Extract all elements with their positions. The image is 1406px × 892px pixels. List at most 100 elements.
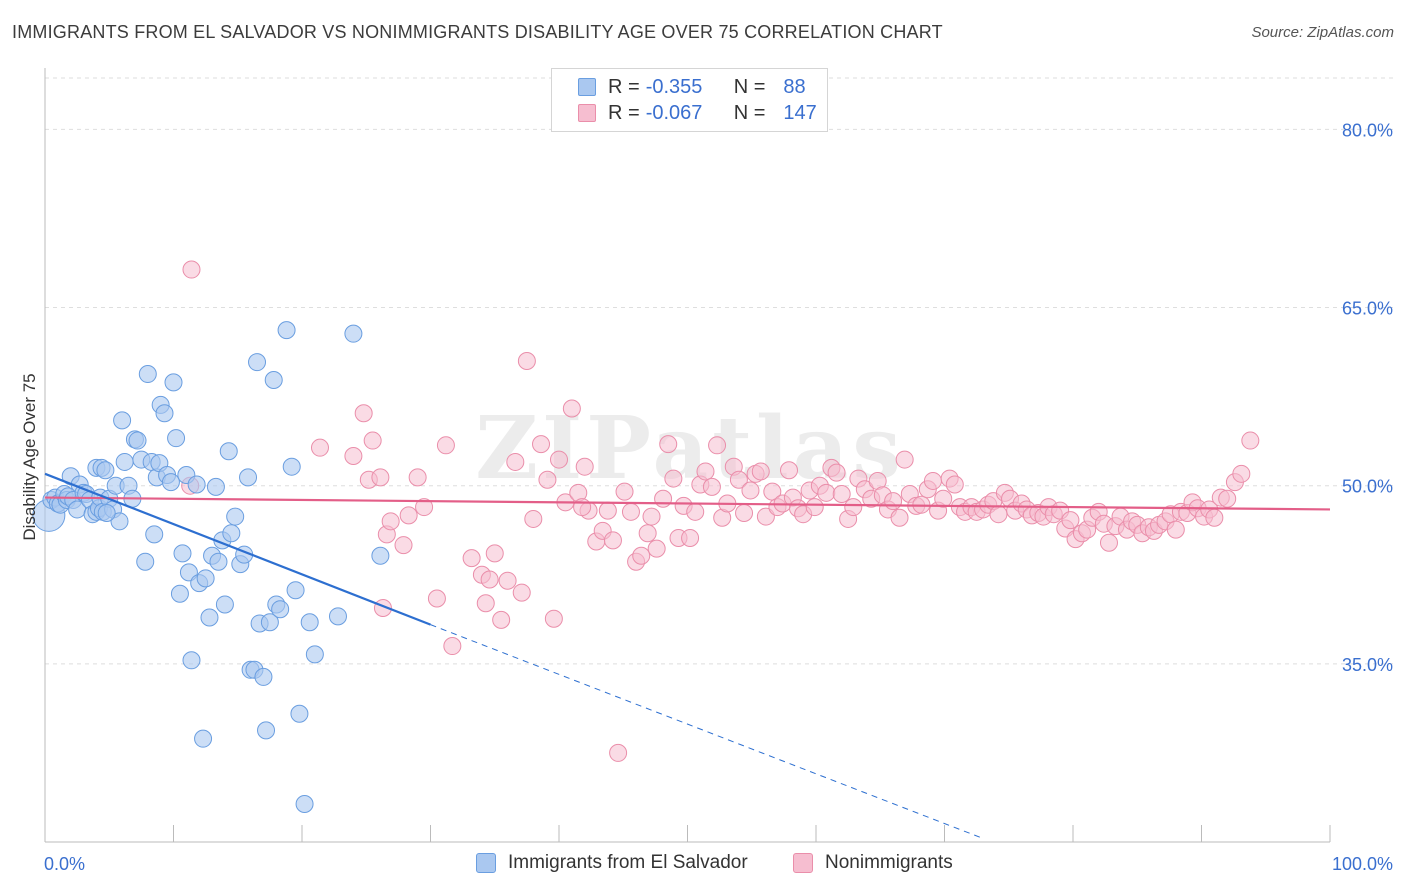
data-point-nonimmigrant [632,546,651,565]
data-point-immigrant [222,524,241,543]
data-point-immigrant [248,353,267,372]
legend-swatch-blue [578,78,596,96]
legend-n-value: 88 [783,75,806,98]
x-tick-label: 100.0% [1332,854,1393,874]
legend-r-value: -0.355 [645,75,703,98]
data-point-nonimmigrant [832,485,851,504]
data-point-nonimmigrant [686,502,705,521]
data-point-immigrant [113,411,132,430]
data-point-nonimmigrant [615,482,634,501]
data-point-nonimmigrant [427,589,446,608]
source-label: Source: ZipAtlas.com [1251,24,1394,41]
data-point-immigrant [110,512,129,531]
data-point-nonimmigrant [506,452,525,471]
data-point-immigrant [196,569,215,588]
data-point-immigrant [167,429,186,448]
data-point-immigrant [290,704,309,723]
data-point-nonimmigrant [1061,511,1080,530]
data-point-nonimmigrant [344,447,363,465]
data-point-immigrant [161,473,180,492]
y-tick-label: 35.0% [1342,655,1393,675]
data-point-nonimmigrant [532,435,551,454]
legend-r-value: -0.067 [645,101,703,124]
data-point-nonimmigrant [654,489,673,508]
legend-r-label: R = [608,75,640,98]
data-point-nonimmigrant [642,507,661,526]
data-point-nonimmigrant [751,462,770,481]
data-point-nonimmigrant [573,498,592,517]
data-point-nonimmigrant [436,436,455,455]
data-point-nonimmigrant [381,512,400,531]
data-point-nonimmigrant [575,457,594,476]
bottom-legend-swatch-blue [476,853,496,873]
y-axis-label: Disability Age Over 75 [20,373,39,541]
data-point-immigrant [305,645,324,664]
data-point-nonimmigrant [524,509,543,528]
data-point-nonimmigrant [609,743,628,762]
data-point-nonimmigrant [702,477,721,496]
stats-legend: R = -0.355 N = 88 R = -0.067 N = 147 [551,68,828,132]
data-point-nonimmigrant [647,539,666,558]
data-point-nonimmigrant [741,481,760,500]
data-point-nonimmigrant [895,450,914,469]
data-point-immigrant [282,457,301,476]
legend-row-immigrants: R = -0.355 N = 88 [578,75,806,99]
data-point-immigrant [215,595,234,614]
data-point-nonimmigrant [394,536,413,555]
legend-n-label: N = [733,75,766,98]
trend-line-nonimmigrants [44,496,1331,511]
data-point-nonimmigrant [371,468,390,487]
data-point-immigrant [300,613,319,632]
data-point-nonimmigrant [462,549,481,568]
data-point-nonimmigrant [659,435,678,454]
data-point-nonimmigrant [664,469,683,488]
legend-swatch-pink [578,104,596,122]
data-point-nonimmigrant [598,501,617,520]
data-point-nonimmigrant [562,399,581,418]
data-point-nonimmigrant [844,498,863,517]
data-point-immigrant [264,370,283,389]
data-point-immigrant [226,507,245,526]
data-point-nonimmigrant [443,637,462,656]
data-point-immigrant [277,321,296,340]
legend-n-value: 147 [783,101,817,124]
bottom-legend-label: Immigrants from El Salvador [508,852,748,873]
data-point-immigrant [128,431,147,450]
data-point-nonimmigrant [415,498,434,517]
bottom-legend-label: Nonimmigrants [825,852,953,873]
data-point-immigrant [239,468,258,487]
data-point-nonimmigrant [945,475,964,494]
trend-line-immigrants-extrapolated [430,624,984,839]
data-point-nonimmigrant [1232,464,1251,483]
data-point-nonimmigrant [621,502,640,521]
data-point-nonimmigrant [681,528,700,547]
data-point-nonimmigrant [1218,489,1237,508]
data-point-immigrant [155,404,174,423]
legend-n-label: N = [733,101,766,124]
data-point-immigrant [286,581,305,600]
data-point-immigrant [254,667,273,686]
y-tick-labels: 35.0% 50.0% 65.0% 80.0% [1342,120,1393,674]
data-point-nonimmigrant [884,492,903,511]
data-point-immigrant [136,552,155,571]
data-point-immigrant [219,442,238,461]
data-point-immigrant [145,525,164,544]
data-point-nonimmigrant [735,504,754,523]
data-point-nonimmigrant [480,570,499,589]
data-point-nonimmigrant [817,483,836,502]
data-point-immigrant [209,552,228,571]
data-point-nonimmigrant [517,351,536,370]
series-immigrants-el-salvador [32,321,390,813]
data-point-immigrant [187,475,206,494]
data-point-nonimmigrant [756,507,775,526]
data-point-immigrant [344,324,363,343]
data-point-nonimmigrant [354,404,373,423]
data-point-nonimmigrant [498,571,517,590]
data-point-immigrant [206,477,225,496]
data-point-nonimmigrant [550,450,568,469]
data-point-immigrant [295,794,314,813]
data-point-immigrant [257,721,276,740]
data-point-nonimmigrant [989,505,1008,524]
x-tick-label: 0.0% [44,854,85,874]
y-tick-label: 50.0% [1342,477,1393,497]
